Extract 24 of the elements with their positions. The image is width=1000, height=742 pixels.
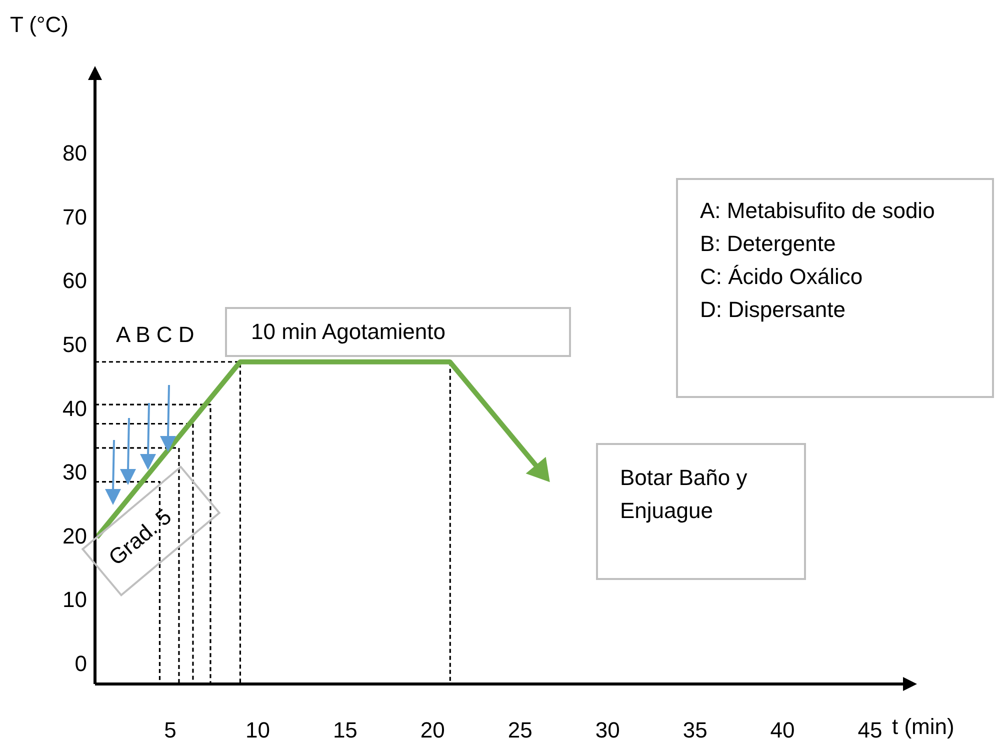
- x-tick-label: 15: [332, 717, 358, 742]
- annotation: A B C D: [116, 322, 194, 348]
- y-tick-label: 60: [62, 268, 87, 294]
- x-tick-label: 35: [682, 717, 708, 742]
- annotation: D: Dispersante: [700, 296, 847, 324]
- annotation: A: Metabisufito de sodio: [700, 197, 936, 225]
- x-tick-label: 30: [595, 717, 620, 742]
- y-tick-label: 70: [62, 204, 87, 230]
- x-tick-label: 25: [508, 717, 532, 742]
- annotation: C: Ácido Oxálico: [700, 263, 864, 291]
- y-tick-label: 40: [62, 396, 87, 421]
- y-tick-label: 50: [62, 332, 87, 357]
- x-tick-label: 5: [164, 717, 176, 742]
- text-box: 10 min Agotamiento: [225, 307, 571, 357]
- y-tick-label: 80: [62, 140, 87, 166]
- x-axis-title: t (min): [892, 714, 954, 740]
- x-tick-label: 45: [858, 717, 882, 742]
- y-tick-label: 0: [74, 650, 87, 676]
- x-tick-label: 10: [245, 717, 270, 742]
- x-tick-label: 20: [420, 717, 445, 742]
- annotation: B: Detergente: [700, 230, 837, 258]
- y-axis-title: T (°C): [10, 12, 68, 38]
- x-tick-label: 40: [770, 717, 795, 742]
- text-box: Botar Baño y Enjuague: [596, 443, 806, 580]
